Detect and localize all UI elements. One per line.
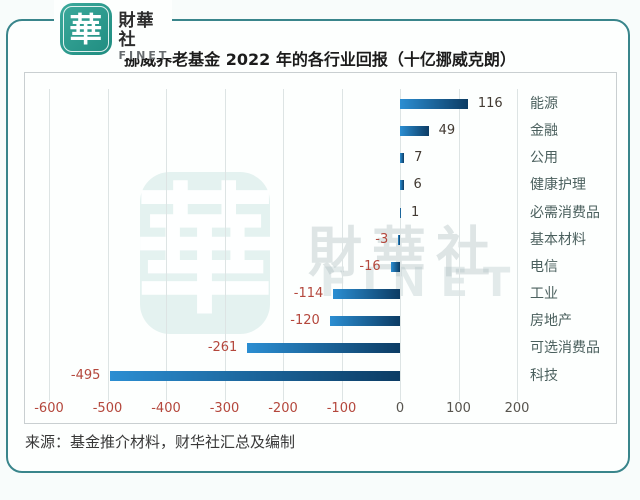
category-label: 必需消费品 [530,204,600,221]
gridline [224,89,226,401]
category-label: 可选消费品 [530,340,600,357]
bar-value-label: 6 [413,177,422,193]
logo-character: 華 [69,9,103,49]
x-tick-label: -300 [209,401,240,416]
finet-logo: 華 財華社 FINET [54,0,172,62]
bar [110,370,400,381]
category-label: 基本材料 [530,231,586,248]
chart-title: 挪威养老基金 2022 年的各行业回报（十亿挪威克朗） [124,50,516,69]
bar [390,261,400,272]
bar [400,153,405,164]
bar [400,99,468,109]
gridline [341,89,343,401]
gridline [166,89,167,401]
x-tick-label: 200 [504,401,530,416]
logo-brand-sub: FINET [118,49,170,63]
logo-keyline [63,6,109,52]
gridline [517,89,518,401]
source-note: 来源：基金推介材料，财华社汇总及编制 [25,433,296,451]
x-tick-label: -500 [92,401,123,416]
bar [333,289,400,300]
bar-value-label: -120 [290,313,320,329]
bar-value-label: -3 [375,231,389,247]
bar-value-label: 49 [438,123,456,139]
finet-logo-icon: 華 [60,3,112,55]
bar-value-label: 116 [477,96,503,111]
bar [398,234,400,245]
logo-text-block: 財華社 FINET [119,12,172,63]
bar [400,126,429,137]
category-label: 房地产 [530,313,572,330]
bar [400,180,404,191]
watermark-logo-icon: 華 [135,172,275,334]
bar-value-label: -16 [359,258,381,274]
gridline [49,89,50,401]
category-label: 公用 [530,150,558,167]
gridline [400,89,401,401]
category-label: 健康护理 [530,177,586,194]
bar [400,207,401,218]
watermark-brand-text: 財華社 [308,221,500,284]
category-label: 金融 [530,123,558,140]
gridline [458,89,460,401]
bar-value-label: 7 [414,150,423,166]
category-label: 工业 [530,286,558,303]
bar [247,343,400,354]
outer-frame [6,19,630,473]
x-tick-label: 100 [446,401,471,416]
gridline [283,89,284,401]
logo-brand-name: 財華社 [118,11,155,50]
category-label: 科技 [530,367,558,384]
x-tick-label: -600 [34,401,64,416]
x-tick-label: 0 [395,401,405,416]
x-tick-label: -100 [326,401,357,416]
bar-value-label: -495 [70,367,101,383]
watermark-character: 華 [135,171,276,334]
x-tick-label: -400 [151,401,181,416]
plot-area: -600 -500 -400 -300 -200 -100 0 100 200 116 能源 49 金融… [24,72,617,424]
x-tick-label: -200 [268,401,298,416]
category-label: 电信 [530,258,558,275]
bar-value-label: 1 [411,204,420,220]
bar [329,316,400,327]
gridline [107,89,109,401]
bar-value-label: -261 [207,340,238,356]
bar-value-label: -114 [293,286,324,302]
category-label: 能源 [530,96,558,112]
